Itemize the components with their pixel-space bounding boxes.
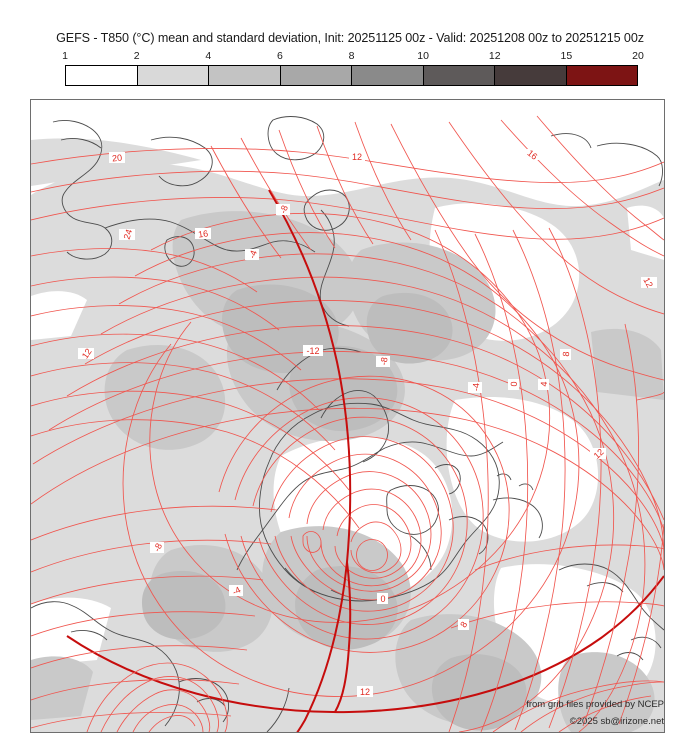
- svg-text:8: 8: [561, 351, 571, 357]
- svg-text:-4: -4: [247, 249, 259, 260]
- colorbar-tick-10: 10: [417, 50, 429, 62]
- svg-text:-8: -8: [152, 542, 165, 554]
- colorbar-tick-15: 15: [560, 50, 573, 62]
- colorbar-segment-3: [209, 66, 281, 85]
- svg-text:12: 12: [80, 347, 94, 361]
- colorbar-tick-20: 20: [632, 50, 644, 62]
- zero-contour-link: [334, 561, 352, 713]
- svg-text:24: 24: [122, 228, 135, 241]
- temperature-contours: [31, 115, 664, 732]
- colorbar-segment-4: [280, 66, 352, 85]
- colorbar-segment-6: [423, 66, 495, 85]
- colorbar-tick-12: 12: [488, 50, 501, 62]
- svg-text:20: 20: [112, 152, 123, 163]
- svg-text:-12: -12: [306, 346, 319, 356]
- colorbar-tick-6: 6: [276, 50, 283, 62]
- contour-labels: 20 24 16 12 16 -8 -4 -12 -8 -4 0 4 8 12 …: [78, 148, 657, 697]
- credit-source: from grib files provided by NCEP: [526, 699, 664, 710]
- svg-text:12: 12: [592, 447, 606, 461]
- colorbar-segment-8: [566, 66, 637, 85]
- svg-text:16: 16: [525, 148, 539, 162]
- svg-text:-4: -4: [471, 383, 482, 392]
- zero-contour-south: [66, 575, 664, 714]
- svg-text:12: 12: [360, 687, 370, 697]
- colorbar-tick-1: 1: [62, 50, 68, 62]
- colorbar-segment-1: [66, 66, 138, 85]
- colorbar-segment-2: [137, 66, 209, 85]
- svg-text:-8: -8: [378, 356, 389, 365]
- svg-text:-8: -8: [278, 204, 290, 215]
- colorbar: 1 2 4 6 8 10 12 15 20: [62, 50, 644, 86]
- coastlines: [31, 116, 664, 732]
- colorbar-tick-2: 2: [133, 50, 140, 62]
- colorbar-tick-8: 8: [348, 50, 355, 62]
- page-title: GEFS - T850 (°C) mean and standard devia…: [56, 31, 644, 45]
- svg-text:16: 16: [197, 228, 208, 239]
- colorbar-segment-7: [495, 66, 567, 85]
- svg-text:4: 4: [539, 381, 549, 386]
- svg-text:0: 0: [380, 594, 385, 604]
- map-canvas: 20 24 16 12 16 -8 -4 -12 -8 -4 0 4 8 12 …: [31, 100, 664, 732]
- svg-text:12: 12: [641, 276, 655, 290]
- credit-copyright: ©2025 sb@irizone.net: [569, 716, 664, 727]
- colorbar-segment-5: [352, 66, 424, 85]
- svg-text:-4: -4: [231, 585, 243, 598]
- colorbar-gradient: [65, 65, 638, 86]
- colorbar-tick-labels: 1 2 4 6 8 10 12 15 20: [62, 50, 644, 64]
- map-panel[interactable]: 20 24 16 12 16 -8 -4 -12 -8 -4 0 4 8 12 …: [30, 99, 665, 733]
- svg-text:0: 0: [509, 381, 519, 386]
- colorbar-tick-4: 4: [205, 50, 212, 62]
- svg-text:12: 12: [352, 152, 362, 162]
- svg-text:8: 8: [458, 620, 469, 630]
- zero-contour: [268, 189, 352, 732]
